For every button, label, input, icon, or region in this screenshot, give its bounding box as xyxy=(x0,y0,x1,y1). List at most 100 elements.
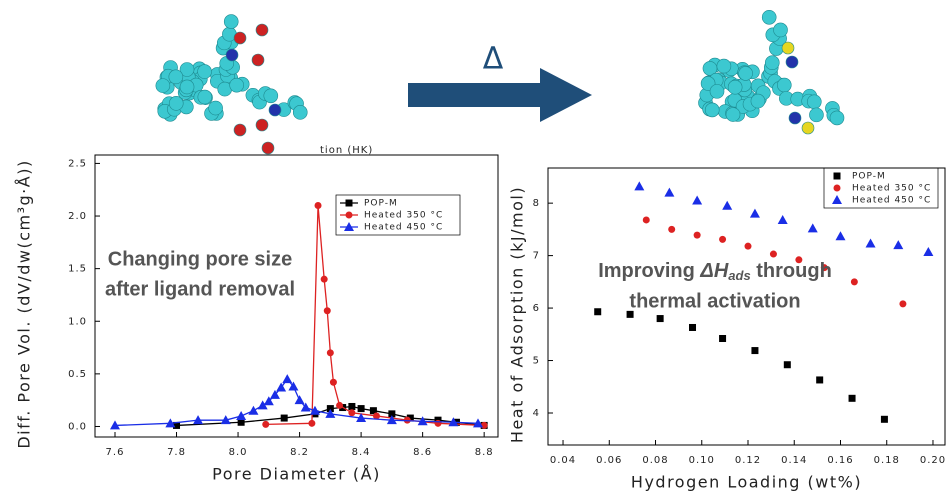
marker-square xyxy=(751,347,759,355)
atom xyxy=(829,110,845,126)
x-axis-label: Hydrogen Loading (wt%) xyxy=(631,473,862,492)
atom xyxy=(788,111,802,125)
atom xyxy=(255,23,269,37)
legend-frame xyxy=(335,194,461,236)
marker-triangle xyxy=(276,382,287,392)
marker-triangle xyxy=(893,240,904,250)
atom xyxy=(773,22,788,38)
series-line xyxy=(176,405,485,427)
marker-circle xyxy=(314,202,322,210)
x-tick-label: 7.6 xyxy=(106,447,125,458)
marker-triangle xyxy=(664,187,675,197)
atom xyxy=(702,61,718,76)
y-tick-label: 0.0 xyxy=(68,421,87,432)
atom xyxy=(223,14,239,29)
atom xyxy=(727,79,743,95)
marker-circle xyxy=(336,401,344,409)
atom xyxy=(225,48,239,62)
marker-circle xyxy=(693,231,701,239)
x-tick-label: 8.2 xyxy=(290,447,309,458)
atom xyxy=(292,105,308,120)
atom xyxy=(168,69,184,85)
y-tick-label: 7 xyxy=(533,251,540,262)
atom xyxy=(268,103,282,117)
annotation: thermal activation xyxy=(629,290,800,312)
marker-square xyxy=(388,410,396,418)
legend-marker xyxy=(344,222,354,231)
marker-triangle xyxy=(692,195,703,205)
x-tick-label: 0.18 xyxy=(874,455,900,466)
legend-label: Heated 450 °C xyxy=(364,223,443,233)
atom xyxy=(776,77,792,93)
annotation-part: Improving xyxy=(598,260,700,282)
marker-circle xyxy=(329,378,337,386)
marker-circle xyxy=(372,412,380,420)
marker-triangle xyxy=(777,214,788,224)
x-tick-label: 0.10 xyxy=(689,455,715,466)
marker-circle xyxy=(744,242,752,250)
marker-square xyxy=(237,418,245,426)
marker-triangle xyxy=(356,413,367,423)
marker-triangle xyxy=(807,223,818,233)
atom xyxy=(764,55,780,71)
marker-square xyxy=(783,361,791,369)
marker-triangle xyxy=(257,400,268,410)
series-line xyxy=(265,205,485,427)
atom xyxy=(750,93,766,109)
marker-circle xyxy=(348,409,356,417)
marker-square xyxy=(280,414,288,422)
marker-triangle xyxy=(386,415,397,425)
marker-triangle xyxy=(300,402,311,412)
atom xyxy=(179,79,195,95)
atom xyxy=(809,107,824,123)
x-tick-label: 0.04 xyxy=(550,455,576,466)
x-tick-label: 8.0 xyxy=(229,447,248,458)
atom xyxy=(716,58,732,74)
marker-circle xyxy=(320,275,328,283)
legend-marker xyxy=(833,184,841,192)
chart-title: tion (HK) xyxy=(320,145,373,156)
y-tick-label: 4 xyxy=(533,408,540,419)
atom xyxy=(781,41,795,55)
marker-triangle xyxy=(473,418,484,428)
plot-frame xyxy=(547,167,946,446)
marker-triangle xyxy=(722,200,733,210)
atom xyxy=(251,53,265,67)
marker-circle xyxy=(719,235,727,243)
marker-triangle xyxy=(923,246,934,256)
marker-square xyxy=(357,405,365,413)
y-axis-label: Heat of Adsorption (kJ/mol) xyxy=(508,186,527,443)
marker-triangle xyxy=(835,231,846,241)
marker-square xyxy=(656,315,664,323)
y-tick-label: 8 xyxy=(533,198,540,209)
marker-triangle xyxy=(263,396,274,406)
x-tick-label: 7.8 xyxy=(167,447,186,458)
atom xyxy=(233,123,247,137)
y-tick-label: 1.5 xyxy=(68,264,87,275)
marker-circle xyxy=(262,420,270,428)
atom xyxy=(261,141,275,155)
marker-circle xyxy=(434,419,442,427)
marker-square xyxy=(326,405,334,413)
x-tick-label: 0.12 xyxy=(735,455,761,466)
annotation-part: ads xyxy=(728,268,750,283)
marker-triangle xyxy=(325,408,336,418)
atom xyxy=(704,102,720,118)
marker-square xyxy=(880,415,888,423)
heating-arrow: Δ xyxy=(408,42,592,122)
y-tick-label: 2.0 xyxy=(68,211,87,222)
legend-marker xyxy=(833,172,841,180)
x-tick-label: 0.14 xyxy=(781,455,807,466)
marker-triangle xyxy=(865,238,876,248)
marker-circle xyxy=(899,300,907,308)
marker-triangle xyxy=(220,415,231,425)
marker-square xyxy=(816,376,824,384)
x-tick-label: 8.4 xyxy=(352,447,371,458)
marker-circle xyxy=(326,349,334,357)
annotation: after ligand removal xyxy=(105,278,295,300)
molecule-left xyxy=(155,14,308,155)
x-tick-label: 8.8 xyxy=(475,447,494,458)
marker-circle xyxy=(668,225,676,233)
legend-label: POP-M xyxy=(852,172,886,182)
